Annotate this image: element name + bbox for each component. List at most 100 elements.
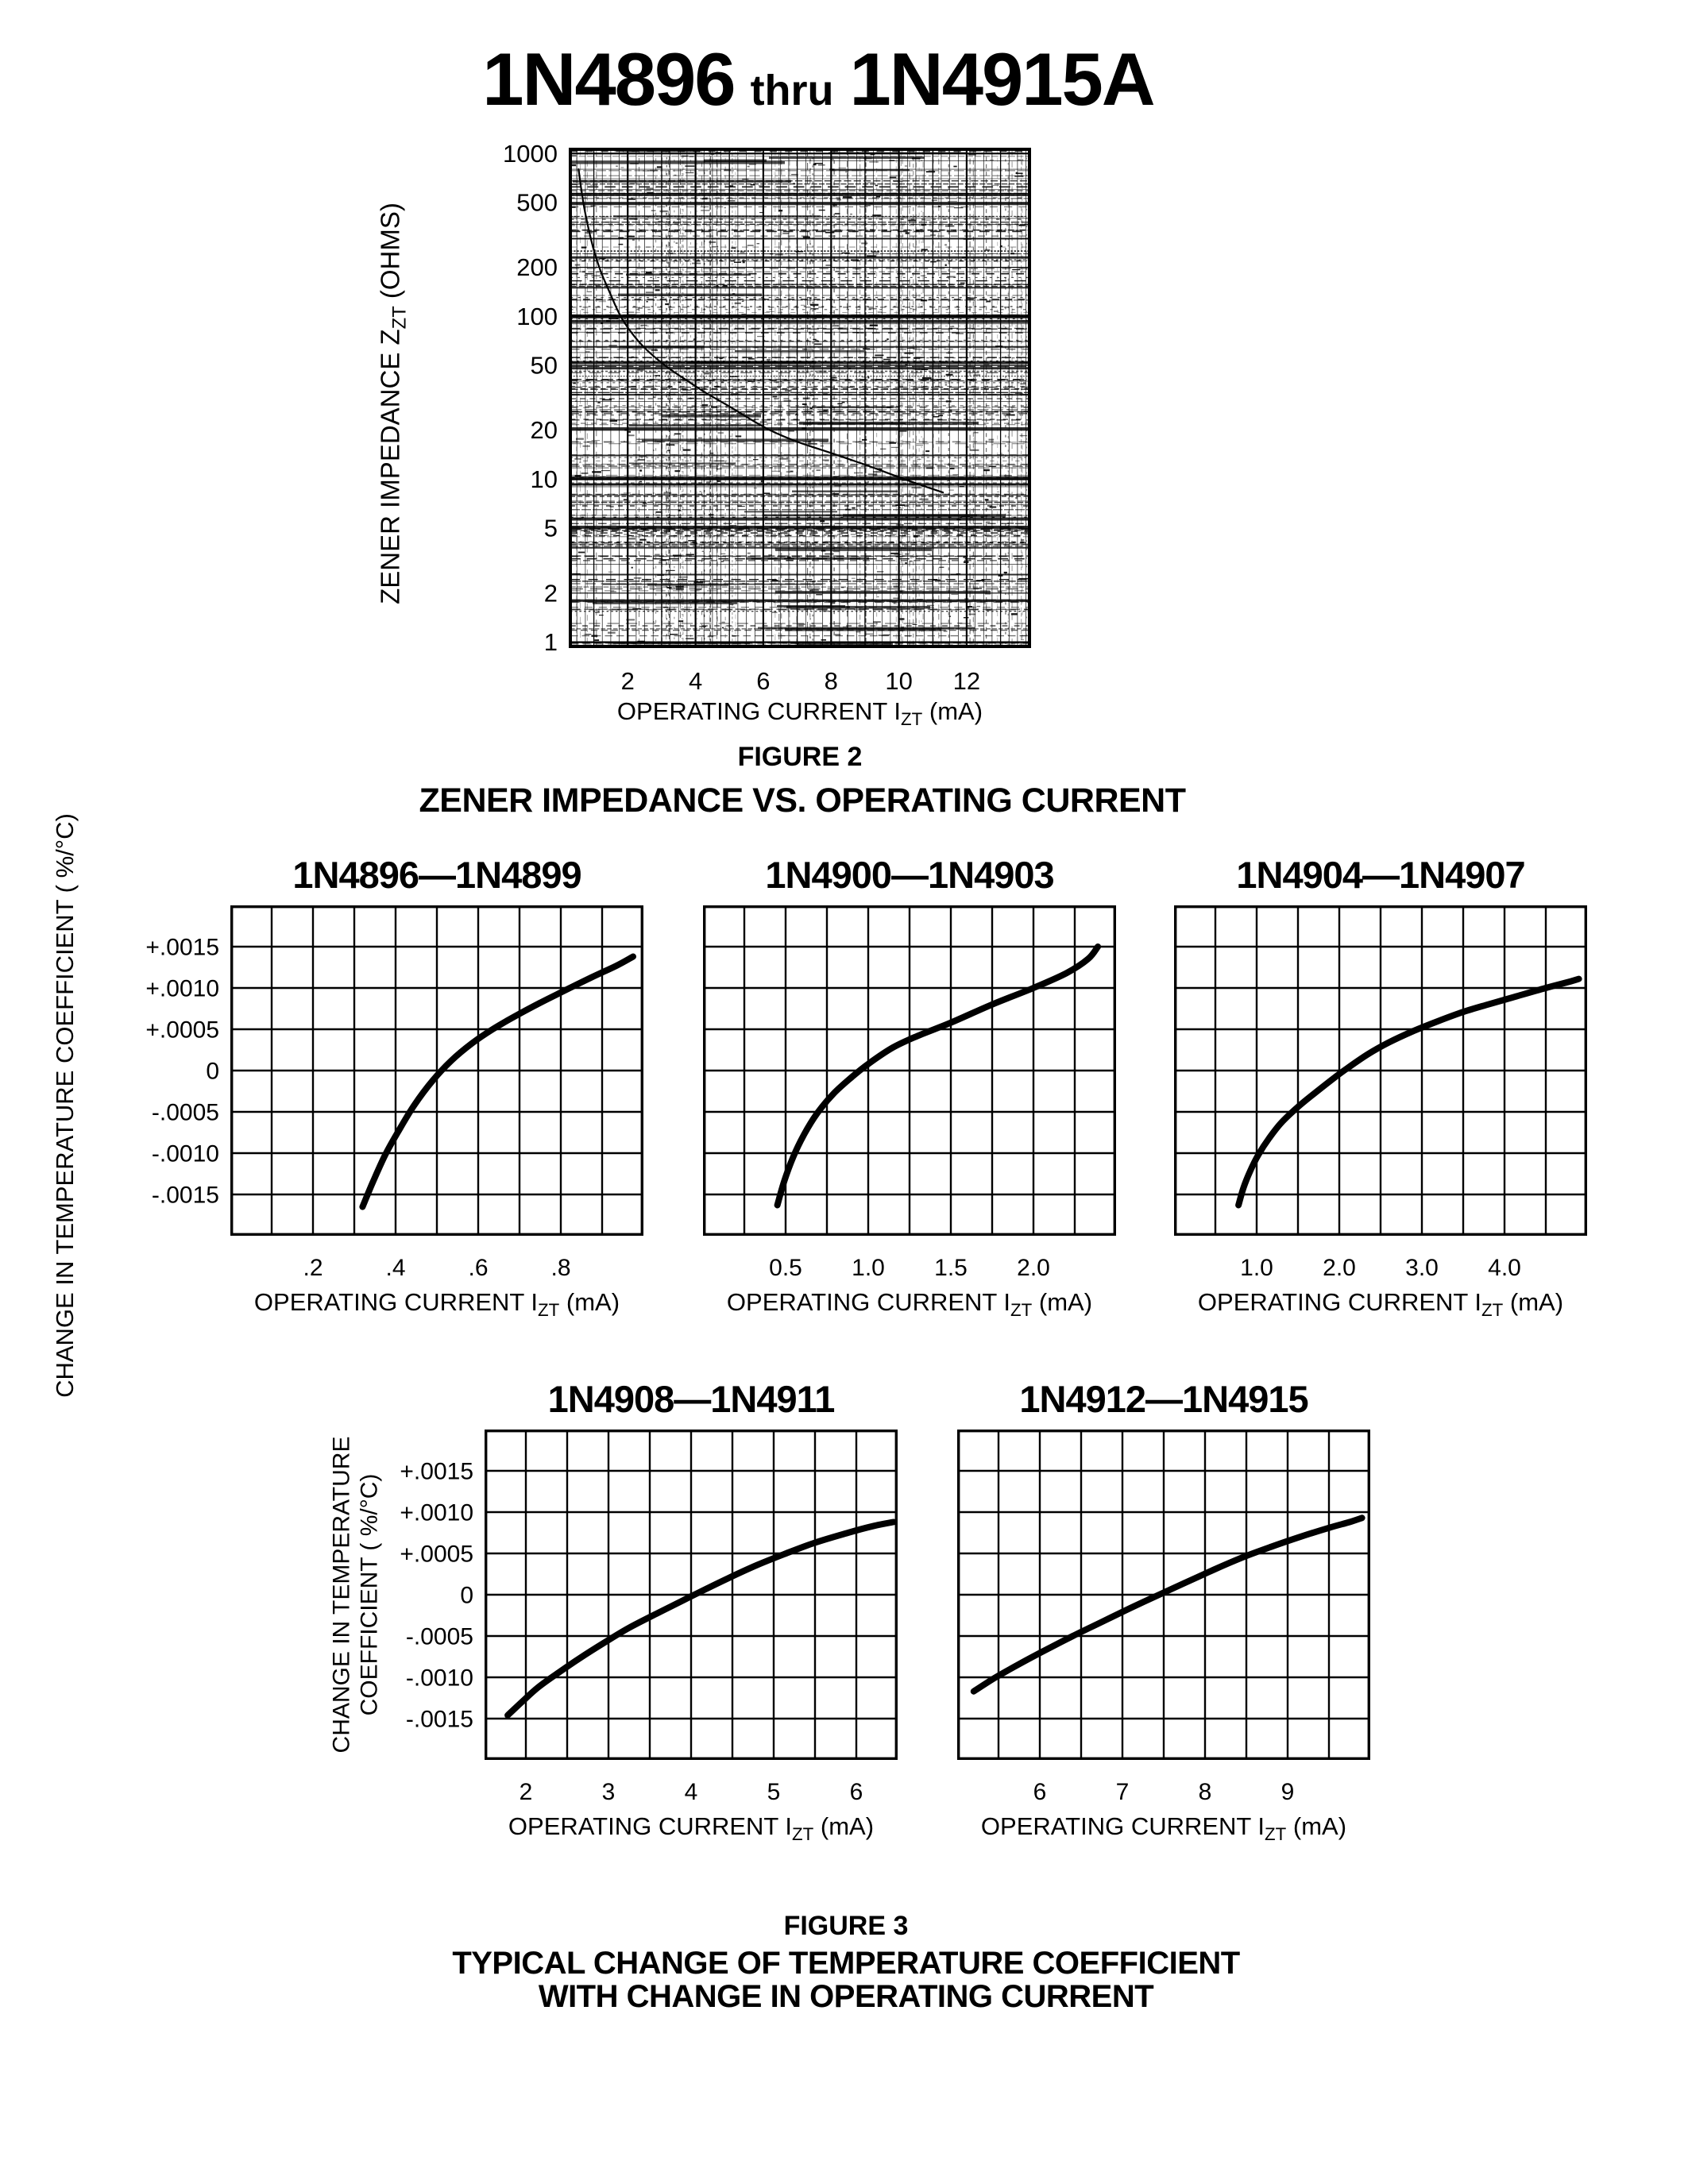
- grid-lines: [230, 905, 643, 1236]
- tc3-x-axis-label-text: OPERATING CURRENT I: [1197, 1288, 1482, 1316]
- y-tick-label: +.0010: [400, 1500, 473, 1526]
- tc4-chart-title: 1N4908—1N4911: [547, 1378, 836, 1420]
- x-tick-label: 1.0: [1240, 1255, 1273, 1281]
- x-tick-label: 10: [885, 667, 912, 695]
- y-tick-label: -.0005: [152, 1100, 219, 1126]
- tc1-x-axis-label-text: OPERATING CURRENT I: [253, 1288, 539, 1316]
- y-tick-label: 1: [544, 628, 558, 656]
- grid-lines: [569, 148, 1031, 648]
- tc2-data-curve: [774, 943, 1102, 1209]
- y-tick-label: 50: [531, 352, 558, 380]
- x-tick-label: 2: [520, 1779, 533, 1805]
- x-tick-label: .8: [550, 1255, 570, 1281]
- figure3-caption: FIGURE 3: [783, 1911, 909, 1941]
- y-tick-label: 200: [516, 253, 558, 281]
- tc1-x-axis-label-units: (mA): [559, 1288, 620, 1316]
- tc1-x-axis-label-subscript: ZT: [538, 1300, 560, 1321]
- tc5-data-curve: [970, 1515, 1365, 1695]
- x-tick-label: 4: [689, 667, 702, 695]
- y-tick-label: 5: [544, 515, 558, 542]
- page-title: 1N4896 thru 1N4915A: [0, 37, 1636, 122]
- tc2-x-axis-label-text: OPERATING CURRENT I: [726, 1288, 1011, 1316]
- tick-labels: 6 7 8 9: [1033, 1779, 1295, 1805]
- y-tick-label: 0: [460, 1583, 473, 1609]
- y-tick-label: +.0015: [400, 1459, 473, 1485]
- figure2-y-axis-label-text: ZENER IMPEDANCE Z: [375, 329, 405, 604]
- tc1-x-axis-label: OPERATING CURRENT IZT (mA): [214, 1288, 659, 1321]
- tc4-x-axis-label-text: OPERATING CURRENT I: [508, 1812, 793, 1840]
- tc3-chart-title: 1N4904—1N4907: [1236, 854, 1525, 896]
- x-tick-label: 4: [685, 1779, 698, 1805]
- tc5-x-axis-label: OPERATING CURRENT IZT (mA): [941, 1812, 1386, 1845]
- tc5-chart-title: 1N4912—1N4915: [1019, 1378, 1308, 1420]
- tc2-x-axis-label-units: (mA): [1032, 1288, 1093, 1316]
- tc3-data-curve: [1235, 975, 1582, 1209]
- tc1-data-curve: [359, 953, 636, 1210]
- x-tick-label: 1.5: [934, 1255, 968, 1281]
- x-tick-label: 3.0: [1405, 1255, 1439, 1281]
- y-tick-label: 100: [516, 303, 558, 330]
- tc4-data-curve: [504, 1518, 897, 1719]
- tc4-x-axis-label-subscript: ZT: [792, 1824, 814, 1845]
- figure3-row2-y-axis-label-line2: COEFFICIENT ( %/°C): [357, 1473, 383, 1716]
- x-tick-label: 9: [1281, 1779, 1295, 1805]
- figure2-y-axis-label-units: (OHMS): [375, 203, 405, 307]
- tc2-chart-title: 1N4900—1N4903: [765, 854, 1054, 896]
- x-tick-label: 2.0: [1017, 1255, 1050, 1281]
- figure2-chart: 1000 500 200 100 50 20 10 5 2 1 2 4 6 8 10 12: [503, 140, 1031, 695]
- tc4-x-axis-label: OPERATING CURRENT IZT (mA): [469, 1812, 914, 1845]
- fig2-data-curve: [577, 168, 944, 494]
- title-part-start: 1N4896: [482, 37, 736, 121]
- y-tick-label: -.0010: [406, 1665, 473, 1692]
- tick-labels: 1.0 2.0 3.0 4.0: [1240, 1255, 1521, 1281]
- y-tick-label: +.0005: [400, 1542, 473, 1568]
- y-tick-label: +.0005: [145, 1017, 219, 1044]
- tick-labels: +.0015 +.0010 +.0005 0 -.0005 -.0010 -.0015 2 3 4…: [400, 1459, 863, 1806]
- grid-lines: [703, 905, 1116, 1236]
- tick-labels: +.0015 +.0010 +.0005 0 -.0005 -.0010 -.0015 .2.…: [145, 935, 570, 1282]
- tc5-x-axis-label-units: (mA): [1286, 1812, 1347, 1840]
- figure3-title-line2: WITH CHANGE IN OPERATING CURRENT: [538, 1979, 1154, 2014]
- tc3-x-axis-label-units: (mA): [1503, 1288, 1564, 1316]
- x-tick-label: 2: [621, 667, 635, 695]
- x-tick-label: .4: [385, 1255, 405, 1281]
- tc3-x-axis-label-subscript: ZT: [1481, 1300, 1504, 1321]
- tc2-chart-svg: 0.5 1.0 1.5 2.0: [703, 905, 1116, 1281]
- title-connector: thru: [750, 67, 834, 114]
- x-tick-label: 3: [602, 1779, 616, 1805]
- tc5-chart-svg: 6 7 8 9: [957, 1430, 1370, 1805]
- tc1-chart-title: 1N4896—1N4899: [292, 854, 581, 896]
- figure3-row2-y-axis-label: CHANGE IN TEMPERATURE COEFFICIENT ( %/°C…: [328, 1437, 384, 1754]
- x-tick-label: .6: [468, 1255, 488, 1281]
- y-tick-label: +.0010: [145, 976, 219, 1002]
- tc3-chart: 1.0 2.0 3.0 4.0: [1174, 905, 1587, 1281]
- y-tick-label: 500: [516, 189, 558, 217]
- figure3-row2-y-axis-label-line1: CHANGE IN TEMPERATURE: [328, 1436, 355, 1754]
- x-tick-label: 6: [850, 1779, 863, 1805]
- tc4-chart: +.0015 +.0010 +.0005 0 -.0005 -.0010 -.0015 2 3 4…: [400, 1430, 898, 1805]
- figure3-row1-y-axis-label: CHANGE IN TEMPERATURE COEFFICIENT ( %/°C…: [51, 813, 79, 1398]
- figure2-x-axis-label-subscript: ZT: [901, 709, 923, 730]
- figure2-title: ZENER IMPEDANCE VS. OPERATING CURRENT: [419, 781, 1187, 820]
- y-tick-label: 0: [206, 1059, 219, 1085]
- tc2-x-axis-label-subscript: ZT: [1010, 1300, 1033, 1321]
- figure2-x-axis-label-text: OPERATING CURRENT I: [616, 697, 902, 725]
- x-tick-label: 4.0: [1488, 1255, 1521, 1281]
- scan-noise: [569, 148, 1030, 646]
- title-part-end: 1N4915A: [849, 37, 1156, 121]
- y-tick-label: -.0015: [406, 1707, 473, 1733]
- tc4-chart-svg: +.0015 +.0010 +.0005 0 -.0005 -.0010 -.0015 2 3 4…: [400, 1430, 898, 1805]
- x-tick-label: .2: [303, 1255, 323, 1281]
- tc4-x-axis-label-units: (mA): [813, 1812, 875, 1840]
- tc2-x-axis-label: OPERATING CURRENT IZT (mA): [687, 1288, 1132, 1321]
- x-tick-label: 0.5: [769, 1255, 802, 1281]
- tc3-chart-svg: 1.0 2.0 3.0 4.0: [1174, 905, 1587, 1281]
- x-tick-label: 7: [1116, 1779, 1130, 1805]
- figure2-y-axis-label: ZENER IMPEDANCE ZZT (OHMS): [376, 203, 411, 604]
- y-tick-label: 1000: [503, 140, 558, 168]
- tick-labels: 0.5 1.0 1.5 2.0: [769, 1255, 1050, 1281]
- y-tick-label: -.0005: [406, 1624, 473, 1650]
